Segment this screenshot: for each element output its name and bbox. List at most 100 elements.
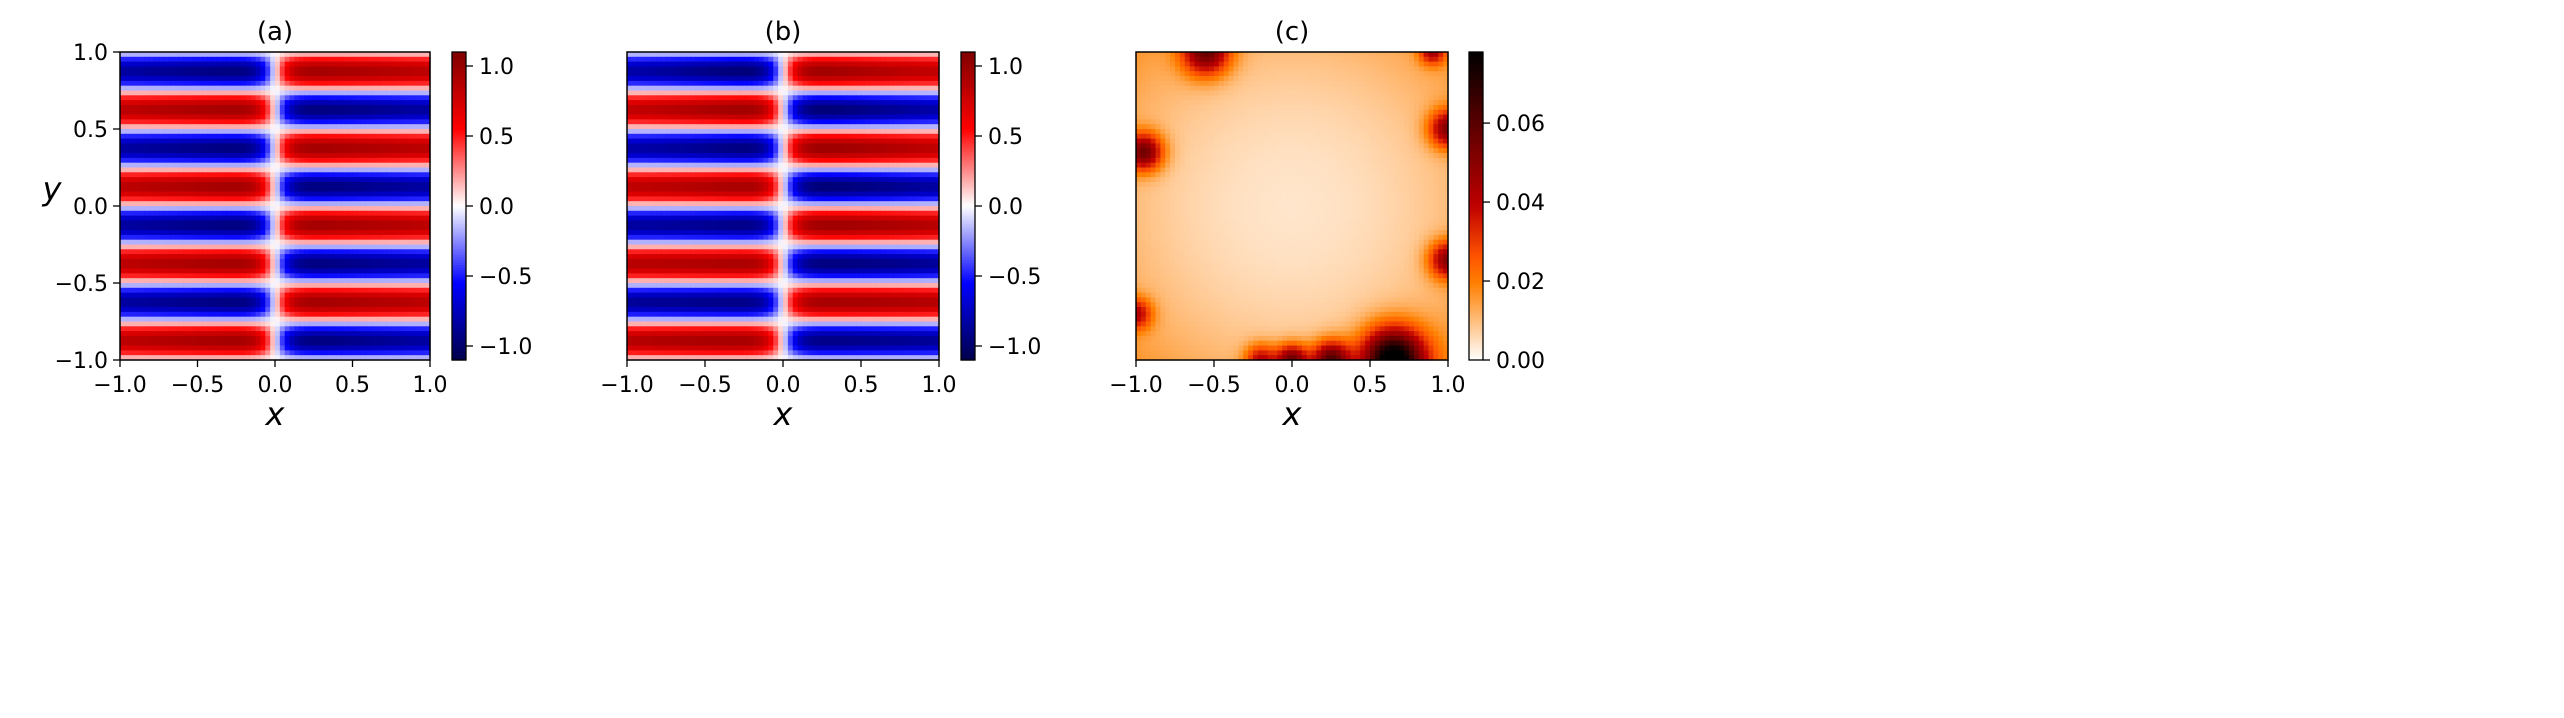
heatmap-cell	[197, 350, 203, 356]
heatmap-cell	[221, 292, 228, 299]
heatmap-cell	[279, 148, 286, 154]
heatmap-cell	[134, 220, 140, 226]
heatmap-cell	[817, 100, 823, 106]
heatmap-cell	[289, 56, 295, 63]
heatmap-cell	[284, 177, 291, 183]
heatmap-cell	[260, 335, 266, 342]
heatmap-cell	[168, 234, 174, 241]
heatmap-cell	[241, 162, 247, 169]
heatmap-cell	[797, 104, 804, 111]
heatmap-cell	[333, 283, 339, 289]
heatmap-cell	[304, 186, 310, 193]
heatmap-cell	[646, 61, 652, 68]
heatmap-cell	[255, 191, 262, 197]
heatmap-cell	[275, 287, 281, 294]
heatmap-cell	[236, 138, 242, 145]
heatmap-cell	[250, 292, 257, 299]
heatmap-cell	[260, 249, 266, 255]
heatmap-cell	[308, 85, 315, 92]
heatmap-cell	[168, 85, 174, 92]
heatmap-cell	[289, 191, 295, 197]
heatmap-cell	[236, 215, 242, 222]
heatmap-cell	[294, 307, 300, 313]
heatmap-cell	[367, 162, 373, 169]
heatmap-cell	[139, 350, 145, 356]
heatmap-cell	[391, 109, 397, 116]
heatmap-cell	[226, 196, 232, 202]
heatmap-cell	[120, 268, 126, 274]
heatmap-cell	[279, 249, 286, 255]
heatmap-cell	[245, 196, 252, 202]
heatmap-cell	[294, 268, 300, 274]
heatmap-cell	[134, 114, 140, 120]
heatmap-cell	[241, 335, 247, 342]
heatmap-cell	[129, 239, 136, 246]
heatmap-cell	[367, 283, 373, 289]
heatmap-cell	[260, 340, 266, 347]
heatmap-cell	[396, 153, 402, 159]
heatmap-cell	[396, 129, 402, 135]
heatmap-cell	[400, 316, 407, 323]
heatmap-cell	[400, 181, 407, 188]
heatmap-cell	[885, 80, 891, 87]
heatmap-cell	[129, 215, 136, 222]
heatmap-cell	[289, 302, 295, 308]
heatmap-cell	[299, 56, 305, 63]
heatmap-cell	[328, 249, 334, 255]
heatmap-cell	[333, 196, 339, 202]
heatmap-cell	[279, 220, 286, 226]
heatmap-cell	[129, 287, 136, 294]
heatmap-cell	[202, 56, 208, 63]
heatmap-cell	[173, 124, 179, 130]
heatmap-cell	[275, 335, 281, 342]
heatmap-cell	[381, 153, 387, 159]
heatmap-cell	[362, 100, 368, 106]
heatmap-cell	[270, 61, 276, 68]
heatmap-cell	[342, 335, 349, 342]
heatmap-cell	[260, 350, 266, 356]
heatmap-cell	[192, 345, 199, 351]
colorbar-swatch	[452, 90, 466, 94]
heatmap-cell	[763, 80, 769, 87]
heatmap-cell	[265, 316, 271, 323]
heatmap-cell	[415, 215, 421, 222]
heatmap-cell	[381, 340, 387, 347]
heatmap-cell	[410, 157, 417, 164]
heatmap-cell	[690, 104, 696, 111]
heatmap-cell	[241, 283, 247, 289]
heatmap-cell	[875, 56, 882, 63]
heatmap-cell	[216, 254, 223, 260]
heatmap-cell	[308, 100, 315, 106]
heatmap-cell	[149, 263, 155, 270]
heatmap-cell	[396, 138, 402, 145]
heatmap-cell	[391, 273, 397, 279]
heatmap-cell	[313, 162, 320, 169]
heatmap-cell	[357, 153, 363, 159]
heatmap-cell	[207, 109, 213, 116]
heatmap-cell	[124, 201, 131, 207]
heatmap-cell	[144, 258, 150, 265]
heatmap-cell	[207, 56, 213, 63]
heatmap-cell	[260, 225, 266, 231]
heatmap-cell	[255, 100, 262, 106]
heatmap-cell	[371, 331, 378, 337]
heatmap-cell	[226, 350, 232, 356]
heatmap-cell	[420, 225, 426, 231]
heatmap-cell	[226, 316, 232, 323]
heatmap-cell	[410, 172, 417, 178]
heatmap-cell	[318, 181, 325, 188]
heatmap-cell	[909, 71, 916, 77]
heatmap-cell	[381, 109, 387, 116]
heatmap-cell	[182, 230, 189, 236]
heatmap-cell	[328, 225, 334, 231]
heatmap-cell	[163, 181, 170, 188]
heatmap-cell	[173, 119, 179, 125]
heatmap-cell	[337, 234, 344, 241]
heatmap-cell	[129, 244, 136, 250]
heatmap-cell	[337, 177, 344, 183]
heatmap-cell	[724, 100, 730, 106]
heatmap-cell	[270, 273, 276, 279]
heatmap-cell	[323, 100, 329, 106]
heatmap-cell	[748, 85, 755, 92]
heatmap-cell	[221, 345, 228, 351]
